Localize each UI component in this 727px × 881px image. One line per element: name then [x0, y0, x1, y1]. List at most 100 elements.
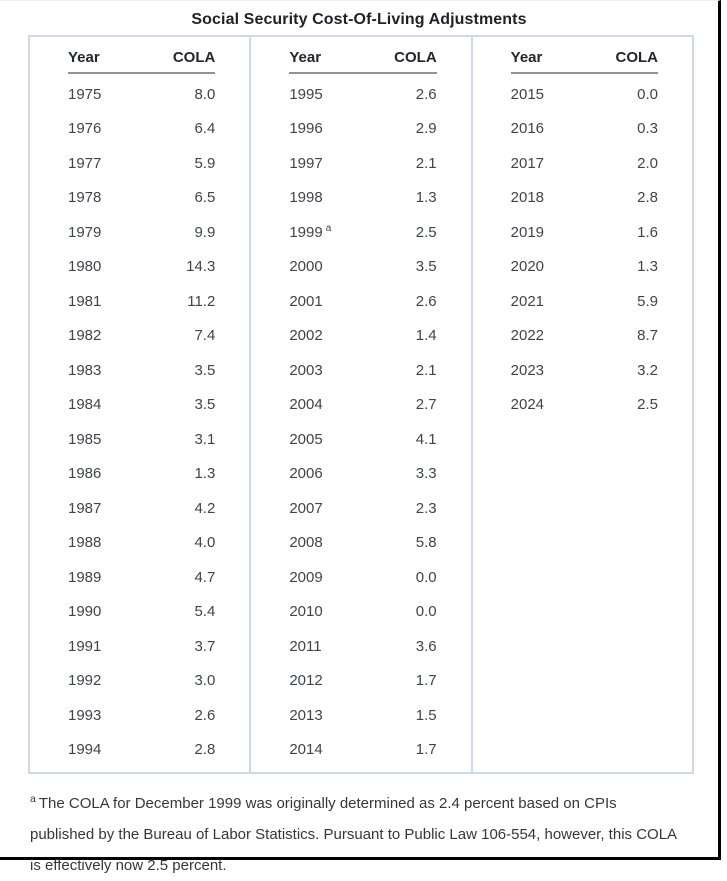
year-cell: 1984 — [68, 396, 102, 414]
cola-cell: 3.5 — [194, 361, 216, 379]
cola-cell: 1.4 — [415, 327, 437, 345]
cola-cell: 6.4 — [194, 120, 216, 138]
year-cell: 2012 — [289, 672, 323, 690]
cola-cell: 2.0 — [637, 154, 658, 172]
table-row: 2010 0.0 — [289, 595, 436, 630]
table-row: 1982 7.4 — [68, 319, 215, 354]
table-column-1975-1994: Year COLA 1975 8.0 1976 6.4 1 — [30, 37, 249, 772]
cola-cell: 0.0 — [415, 568, 437, 586]
cola-cell: 2.5 — [637, 396, 658, 414]
table-row: 1977 5.9 — [68, 146, 215, 181]
cola-cell: 1.7 — [415, 741, 437, 759]
table-row: 1987 4.2 — [68, 491, 215, 526]
cola-cell: 0.0 — [415, 603, 437, 621]
year-cell: 1977 — [68, 154, 102, 172]
cola-cell: 7.4 — [194, 327, 216, 345]
year-cell: 1994 — [68, 741, 102, 759]
cola-cell: 5.8 — [415, 534, 437, 552]
year-cell: 2011 — [289, 637, 322, 655]
year-cell: 2021 — [510, 292, 545, 310]
cola-cell: 2.3 — [415, 499, 437, 517]
cola-cell: 2.6 — [194, 706, 216, 724]
year-cell: 2022 — [510, 327, 545, 345]
year-cell: 1993 — [68, 706, 102, 724]
cola-cell: 9.9 — [194, 223, 216, 241]
table-row: 2016 0.3 — [511, 112, 658, 147]
table-row: 1991 3.7 — [68, 629, 215, 664]
column-header: Year COLA — [510, 47, 658, 74]
year-cell: 2004 — [289, 396, 323, 414]
table-rows: 1995 2.6 1996 2.9 1997 2.1 1998 — [289, 77, 436, 767]
year-cell: 2010 — [289, 603, 323, 621]
footnote-marker: a — [30, 793, 36, 805]
year-cell: 2008 — [289, 534, 323, 552]
cola-cell: 4.7 — [194, 568, 216, 586]
table-row: 2002 1.4 — [289, 319, 436, 354]
footnote-marker: a — [325, 222, 332, 234]
cola-cell: 3.6 — [415, 637, 437, 655]
year-header: Year — [289, 49, 322, 66]
table-column-1995-2014: Year COLA 1995 2.6 1996 2.9 1 — [249, 37, 470, 772]
year-cell: 2013 — [289, 706, 323, 724]
year-cell: 1991 — [68, 637, 102, 655]
cola-cell: 1.5 — [415, 706, 437, 724]
year-cell: 2018 — [510, 189, 545, 207]
table-row: 1998 1.3 — [289, 181, 436, 216]
cola-cell: 1.6 — [637, 223, 658, 241]
year-cell: 1979 — [68, 223, 102, 241]
cola-cell: 1.3 — [194, 465, 216, 483]
table-row: 1976 6.4 — [68, 112, 215, 147]
year-cell: 1998 — [289, 189, 323, 207]
year-cell: 2005 — [289, 430, 323, 448]
year-cell: 1978 — [68, 189, 102, 207]
year-cell: 2020 — [510, 258, 545, 276]
year-cell: 2016 — [510, 120, 545, 138]
cola-cell: 3.5 — [415, 258, 437, 276]
cola-cell: 4.2 — [194, 499, 216, 517]
year-cell: 1999 a — [289, 222, 332, 241]
year-cell: 1985 — [68, 430, 102, 448]
cola-table: Year COLA 1975 8.0 1976 6.4 1 — [28, 35, 694, 774]
table-row: 2014 1.7 — [289, 733, 436, 768]
year-cell: 2007 — [289, 499, 323, 517]
table-row: 2013 1.5 — [289, 698, 436, 733]
table-row: 1983 3.5 — [68, 353, 215, 388]
table-row: 1994 2.8 — [68, 733, 215, 768]
table-row: 1984 3.5 — [68, 388, 215, 423]
cola-cell: 1.7 — [415, 672, 437, 690]
page-title: Social Security Cost-Of-Living Adjustmen… — [191, 11, 527, 28]
table-row: 2005 4.1 — [289, 422, 436, 457]
table-row: 2019 1.6 — [511, 215, 658, 250]
table-row: 1975 8.0 — [68, 77, 215, 112]
year-cell: 1988 — [68, 534, 102, 552]
cola-header: COLA — [615, 49, 658, 66]
table-row: 2006 3.3 — [289, 457, 436, 492]
table-row: 2009 0.0 — [289, 560, 436, 595]
year-cell: 2019 — [510, 223, 545, 241]
cola-cell: 2.5 — [415, 223, 437, 241]
table-row: 1985 3.1 — [68, 422, 215, 457]
year-cell: 2006 — [289, 465, 323, 483]
cola-cell: 8.7 — [637, 327, 658, 345]
table-row: 1979 9.9 — [68, 215, 215, 250]
year-header: Year — [510, 49, 543, 66]
year-header: Year — [68, 49, 100, 66]
table-row: 2017 2.0 — [511, 146, 658, 181]
year-cell: 1980 — [68, 258, 102, 276]
table-row: 1981 11.2 — [68, 284, 215, 319]
cola-cell: 2.6 — [415, 292, 437, 310]
year-cell: 2002 — [289, 327, 323, 345]
year-cell: 2003 — [289, 361, 323, 379]
table-row: 2024 2.5 — [511, 388, 658, 423]
column-header: Year COLA — [68, 47, 216, 74]
table-column-2015-2024: Year COLA 2015 0.0 2016 0.3 2 — [470, 37, 692, 772]
table-row: 1978 6.5 — [68, 181, 215, 216]
cola-cell: 11.2 — [187, 292, 216, 310]
year-cell: 1986 — [68, 465, 102, 483]
year-cell: 1990 — [68, 603, 102, 621]
cola-cell: 6.5 — [194, 189, 216, 207]
year-cell: 2009 — [289, 568, 323, 586]
table-row: 1990 5.4 — [68, 595, 215, 630]
table-row: 2015 0.0 — [511, 77, 658, 112]
